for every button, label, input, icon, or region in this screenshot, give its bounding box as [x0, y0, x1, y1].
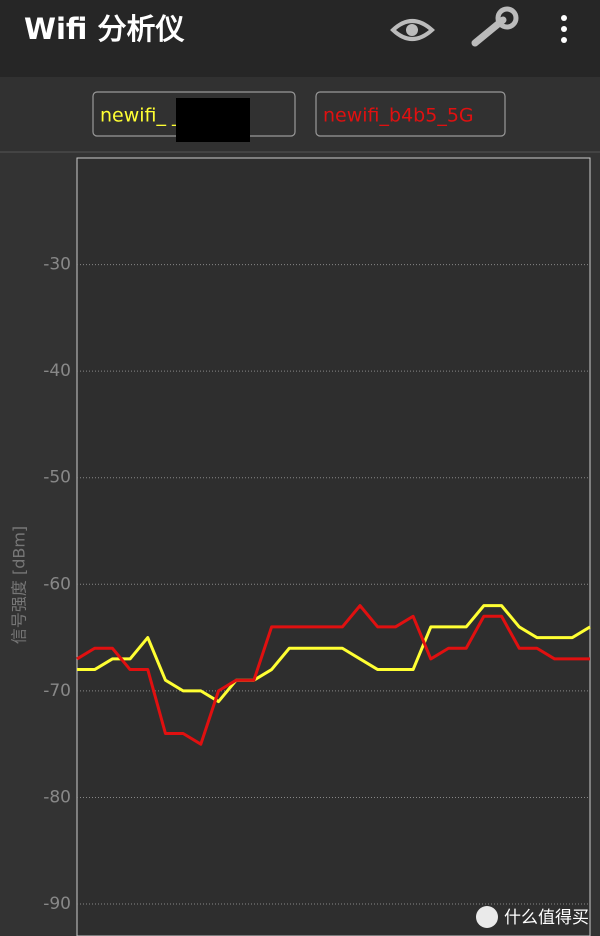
legend-bar [0, 77, 600, 152]
y-tick-label: -50 [43, 468, 71, 488]
y-tick-label: -60 [43, 574, 71, 594]
legend-label: newifi_b4b5_5G [323, 105, 474, 127]
redaction [176, 98, 250, 142]
plot-area [76, 157, 591, 936]
menu-icon[interactable] [561, 15, 567, 43]
settings-icon[interactable] [471, 6, 519, 47]
y-tick-label: -70 [43, 681, 71, 701]
y-tick-label: -30 [43, 255, 71, 275]
series-line [76, 604, 590, 746]
y-tick-label: -80 [43, 787, 71, 807]
y-tick-label: -90 [43, 894, 71, 914]
y-axis-label: 信号强度 [dBm] [10, 526, 29, 644]
legend-button[interactable] [315, 91, 506, 137]
app-title: Wifi 分析仪 [24, 12, 185, 46]
y-tick-label: -40 [43, 361, 71, 381]
watermark: 什么值得买 [504, 908, 589, 928]
series-line [77, 604, 591, 704]
eye-icon[interactable] [390, 19, 435, 41]
watermark-icon [476, 906, 498, 928]
